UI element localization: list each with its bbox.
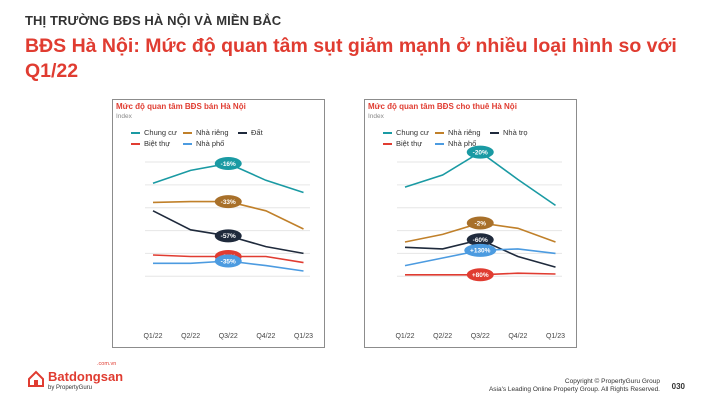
callout-pill <box>466 268 494 282</box>
legend-label: Nhà phố <box>196 139 225 148</box>
house-logo-icon <box>28 370 44 387</box>
legend-swatch <box>383 131 392 134</box>
x-tick-label: Q1/23 <box>546 333 565 340</box>
legend-label: Nhà riêng <box>196 128 229 137</box>
x-tick-label: Q2/22 <box>181 333 200 340</box>
legend-item: Biệt thự <box>131 139 170 148</box>
series-callout-2: -57% <box>214 229 242 243</box>
x-tick-label: Q1/22 <box>395 333 414 340</box>
copyright-line-2: Asia's Leading Online Property Group. Al… <box>488 386 660 393</box>
callout-label: +80% <box>472 272 489 279</box>
slide-headline: BĐS Hà Nội: Mức độ quan tâm sụt giảm mạn… <box>25 35 677 82</box>
x-tick-label: Q2/22 <box>433 333 452 340</box>
callout-pill <box>214 229 242 243</box>
legend-item: Nhà riêng <box>435 128 481 137</box>
legend-item: Nhà phố <box>435 139 476 148</box>
legend-swatch <box>183 131 192 134</box>
logo-byline: by PropertyGuru <box>48 385 93 391</box>
callout-label: -33% <box>221 199 236 206</box>
x-tick-label: Q1/22 <box>143 333 162 340</box>
legend-item: Chung cư <box>131 128 177 137</box>
callout-label: -35% <box>221 258 236 265</box>
callout-pill <box>464 243 497 257</box>
legend-swatch <box>383 142 392 145</box>
chart-sale-title: Mức độ quan tâm BĐS bán Hà Nội <box>116 102 246 111</box>
legend-item: Nhà trọ <box>490 128 528 137</box>
legend-label: Nhà trọ <box>503 128 528 137</box>
logo-wordmark: Batdongsan <box>48 369 124 384</box>
copyright-notice: Copyright © PropertyGuru Group Asia's Le… <box>489 378 660 394</box>
chart-rent-ylabel: Index <box>368 113 384 120</box>
legend-label: Chung cư <box>144 128 177 137</box>
legend-swatch <box>131 131 140 134</box>
legend-label: Nhà riêng <box>448 128 481 137</box>
x-tick-label: Q3/22 <box>219 333 238 340</box>
section-kicker: THỊ TRƯỜNG BĐS HÀ NỘI VÀ MIỀN BẮC <box>25 13 282 28</box>
legend-item: Chung cư <box>383 128 429 137</box>
callout-pill <box>214 195 242 209</box>
series-callout-2: -60% <box>466 233 494 247</box>
legend-item: Nhà riêng <box>183 128 229 137</box>
callout-label: -2% <box>474 220 486 227</box>
logo-domain: .com.vn <box>97 361 117 367</box>
legend-swatch <box>435 142 444 145</box>
copyright-line-1: Copyright © PropertyGuru Group <box>564 378 660 385</box>
legend-swatch <box>490 131 499 134</box>
x-tick-label: Q1/23 <box>294 333 313 340</box>
legend-item: Biệt thự <box>383 139 422 148</box>
page-number: 030 <box>671 382 685 391</box>
chart-rent-svg: Q1/22 Q2/22 Q3/22 Q4/22 Q1/23 -20% -2% -60% +80%… <box>395 145 565 340</box>
series-line-0 <box>404 151 556 207</box>
callout-label: -16% <box>221 161 236 168</box>
series-callout-3: +80% <box>466 268 494 282</box>
callout-label: -60% <box>473 237 488 244</box>
callout-pill <box>466 145 494 159</box>
chart-sale-svg: Q1/22Q2/22Q3/22Q4/22Q1/23-16%-33%-57%-25… <box>143 157 313 340</box>
callout-label: -20% <box>473 149 488 156</box>
series-callout-4: -35% <box>214 254 242 268</box>
legend-swatch <box>183 142 192 145</box>
series-callout-0: -16% <box>214 157 242 171</box>
x-tick-label: Q3/22 <box>471 333 490 340</box>
legend-item: Nhà phố <box>183 139 224 148</box>
callout-label: -57% <box>221 233 236 240</box>
legend-swatch <box>238 131 247 134</box>
callout-pill <box>214 254 242 268</box>
series-callout-1: -2% <box>466 216 494 230</box>
legend-label: Biệt thự <box>144 139 171 148</box>
legend-swatch <box>435 131 444 134</box>
legend-swatch <box>131 142 140 145</box>
legend-label: Chung cư <box>396 128 429 137</box>
series-callout-1: -33% <box>214 195 242 209</box>
series-callout-0: -20% <box>466 145 494 159</box>
legend-item: Đất <box>238 128 263 137</box>
batdongsan-logo[interactable]: Batdongsan .com.vn by PropertyGuru <box>27 361 147 395</box>
callout-pill <box>466 233 494 247</box>
legend-label: Đất <box>251 128 263 137</box>
callout-label: +130% <box>470 248 491 255</box>
legend-label: Nhà phố <box>448 139 477 148</box>
chart-panel-rent: Q1/22 Q2/22 Q3/22 Q4/22 Q1/23 -20% -2% -60% +80%… <box>364 99 577 348</box>
chart-sale-ylabel: Index <box>116 113 132 120</box>
legend-label: Biệt thự <box>396 139 423 148</box>
x-tick-label: Q4/22 <box>256 333 275 340</box>
chart-panel-sale: Q1/22Q2/22Q3/22Q4/22Q1/23-16%-33%-57%-25… <box>112 99 325 348</box>
callout-pill <box>214 157 242 171</box>
series-callout-4: +130% <box>464 243 497 257</box>
x-tick-label: Q4/22 <box>508 333 527 340</box>
chart-rent-title: Mức độ quan tâm BĐS cho thuê Hà Nội <box>368 102 517 111</box>
callout-pill <box>466 216 494 230</box>
